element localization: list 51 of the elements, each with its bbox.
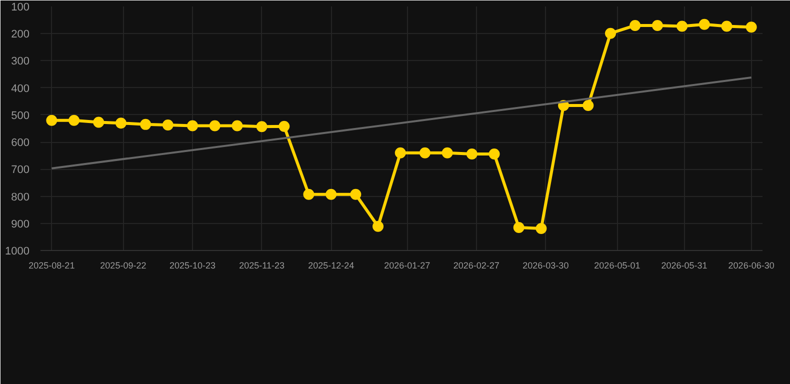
point <box>115 118 126 129</box>
point <box>303 188 314 200</box>
point <box>68 114 80 126</box>
point <box>140 118 152 130</box>
point <box>652 20 663 31</box>
point <box>721 20 732 32</box>
x-tick-label: 2025-10-23 <box>169 260 216 270</box>
x-tick-label: 2026-06-30 <box>728 260 774 270</box>
y-tick-label: 800 <box>11 191 30 204</box>
point <box>46 114 58 126</box>
point <box>394 147 406 158</box>
x-tick-label: 2026-02-27 <box>453 260 500 270</box>
y-tick-label: 900 <box>11 218 30 230</box>
y-tick-label: 300 <box>11 56 30 68</box>
x-tick-label: 2026-05-31 <box>661 260 708 270</box>
x-tick-label: 2025-12-24 <box>308 260 354 270</box>
y-tick-label: 1000 <box>5 246 30 258</box>
x-tick-label: 2025-08-21 <box>28 260 75 270</box>
x-tick-label: 2026-03-30 <box>522 260 569 270</box>
point <box>630 20 641 31</box>
point <box>442 147 453 158</box>
point <box>326 188 337 200</box>
point <box>372 220 384 232</box>
point <box>698 18 710 30</box>
y-tick-label: 200 <box>11 28 30 41</box>
point <box>676 20 688 32</box>
point <box>513 222 524 233</box>
y-tick-label: 600 <box>11 137 30 150</box>
point <box>746 22 757 33</box>
y-tick-label: 400 <box>11 82 30 95</box>
point <box>278 120 290 132</box>
point <box>350 188 362 200</box>
point <box>605 28 616 39</box>
y-tick-label: 700 <box>11 164 30 176</box>
x-tick-label: 2026-01-27 <box>384 260 430 270</box>
point <box>256 121 268 132</box>
y-tick-label: 100 <box>11 2 30 14</box>
point <box>536 223 547 234</box>
point <box>466 148 478 160</box>
point <box>419 147 430 158</box>
point <box>209 120 220 132</box>
point <box>488 148 500 160</box>
x-tick-label: 2026-05-01 <box>594 260 640 270</box>
point <box>162 119 174 130</box>
x-tick-label: 2025-11-23 <box>239 260 284 270</box>
point <box>232 120 243 132</box>
point <box>187 120 198 132</box>
point <box>93 116 104 128</box>
y-tick-label: 500 <box>11 110 30 122</box>
x-tick-label: 2025-09-22 <box>100 260 146 270</box>
point <box>582 100 594 111</box>
